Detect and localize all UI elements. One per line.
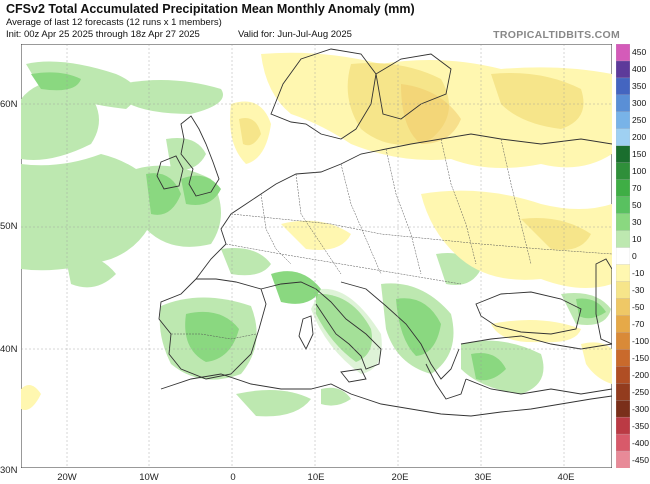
colorbar-swatch [616, 196, 630, 215]
init-valid-line: Init: 00z Apr 25 2025 through 18z Apr 27… [6, 29, 646, 41]
colorbar-label: -30 [632, 284, 645, 295]
colorbar-swatch [616, 349, 630, 367]
colorbar-swatch [616, 230, 630, 249]
colorbar-swatch [616, 332, 630, 350]
colorbar-swatch [616, 366, 630, 384]
colorbar-label: 150 [632, 149, 647, 160]
colorbar-label: -400 [632, 437, 650, 448]
colorbar-swatch [616, 433, 630, 452]
colorbar-swatch [616, 60, 630, 79]
lat-label: 40N [0, 344, 18, 355]
colorbar-swatch [616, 111, 630, 130]
lon-label: 10W [139, 472, 159, 483]
lon-label: 30E [474, 472, 492, 483]
map-title: CFSv2 Total Accumulated Precipitation Me… [6, 2, 415, 16]
colorbar-label: -350 [632, 420, 650, 431]
colorbar-label: 50 [632, 200, 642, 211]
colorbar-swatch [616, 128, 630, 147]
colorbar-label: 100 [632, 166, 647, 177]
grid [21, 44, 612, 468]
lat-label: 50N [0, 221, 18, 232]
lat-label: 30N [0, 465, 18, 476]
colorbar-label: 200 [632, 132, 647, 143]
colorbar-swatch [616, 179, 630, 198]
colorbar-swatch [616, 281, 630, 300]
colorbar-swatch [616, 94, 630, 113]
colorbar-label: -450 [632, 454, 650, 465]
colorbar-label: -10 [632, 267, 645, 278]
colorbar-label: 30 [632, 217, 642, 228]
lon-label: 40E [557, 472, 575, 483]
colorbar-label: 300 [632, 98, 647, 109]
colorbar-label: -250 [632, 386, 650, 397]
colorbar-label: -100 [632, 335, 650, 346]
borders [171, 138, 612, 340]
colorbar-label: 350 [632, 81, 647, 92]
anomaly-map [21, 44, 612, 468]
colorbar-label: -200 [632, 369, 650, 380]
colorbar-label: -50 [632, 301, 645, 312]
anomaly-shading [21, 52, 612, 417]
colorbar-swatch [616, 400, 630, 418]
colorbar-swatch [616, 162, 630, 181]
valid-text: Valid for: Jun-Jul-Aug 2025 [238, 29, 352, 40]
colorbar-swatch [616, 315, 630, 333]
colorbar-swatch [616, 416, 630, 435]
colorbar [616, 44, 630, 468]
colorbar-label: 10 [632, 234, 642, 245]
header: CFSv2 Total Accumulated Precipitation Me… [6, 2, 646, 41]
colorbar-swatch [616, 298, 630, 317]
colorbar-label: 450 [632, 47, 647, 58]
colorbar-swatch [616, 383, 630, 401]
colorbar-label: 250 [632, 115, 647, 126]
colorbar-label: 70 [632, 183, 642, 194]
lon-label: 10E [307, 472, 325, 483]
lon-label: 20E [391, 472, 409, 483]
colorbar-label: -300 [632, 403, 650, 414]
init-text: Init: 00z Apr 25 2025 through 18z Apr 27… [6, 29, 200, 40]
lon-label: 0 [230, 472, 236, 483]
colorbar-label: -150 [632, 352, 650, 363]
colorbar-swatch [616, 145, 630, 164]
lon-label: 20W [57, 472, 77, 483]
colorbar-label: 400 [632, 64, 647, 75]
colorbar-swatch [616, 44, 630, 62]
colorbar-swatch [616, 247, 630, 266]
colorbar-label: 0 [632, 251, 637, 261]
lat-label: 60N [0, 99, 18, 110]
map-subtitle: Average of last 12 forecasts (12 runs x … [6, 17, 222, 28]
colorbar-swatch [616, 213, 630, 232]
colorbar-swatch [616, 450, 630, 468]
colorbar-label: -70 [632, 318, 645, 329]
colorbar-swatch [616, 264, 630, 283]
brand-watermark: TROPICALTIDBITS.COM [493, 29, 620, 41]
colorbar-swatch [616, 77, 630, 96]
